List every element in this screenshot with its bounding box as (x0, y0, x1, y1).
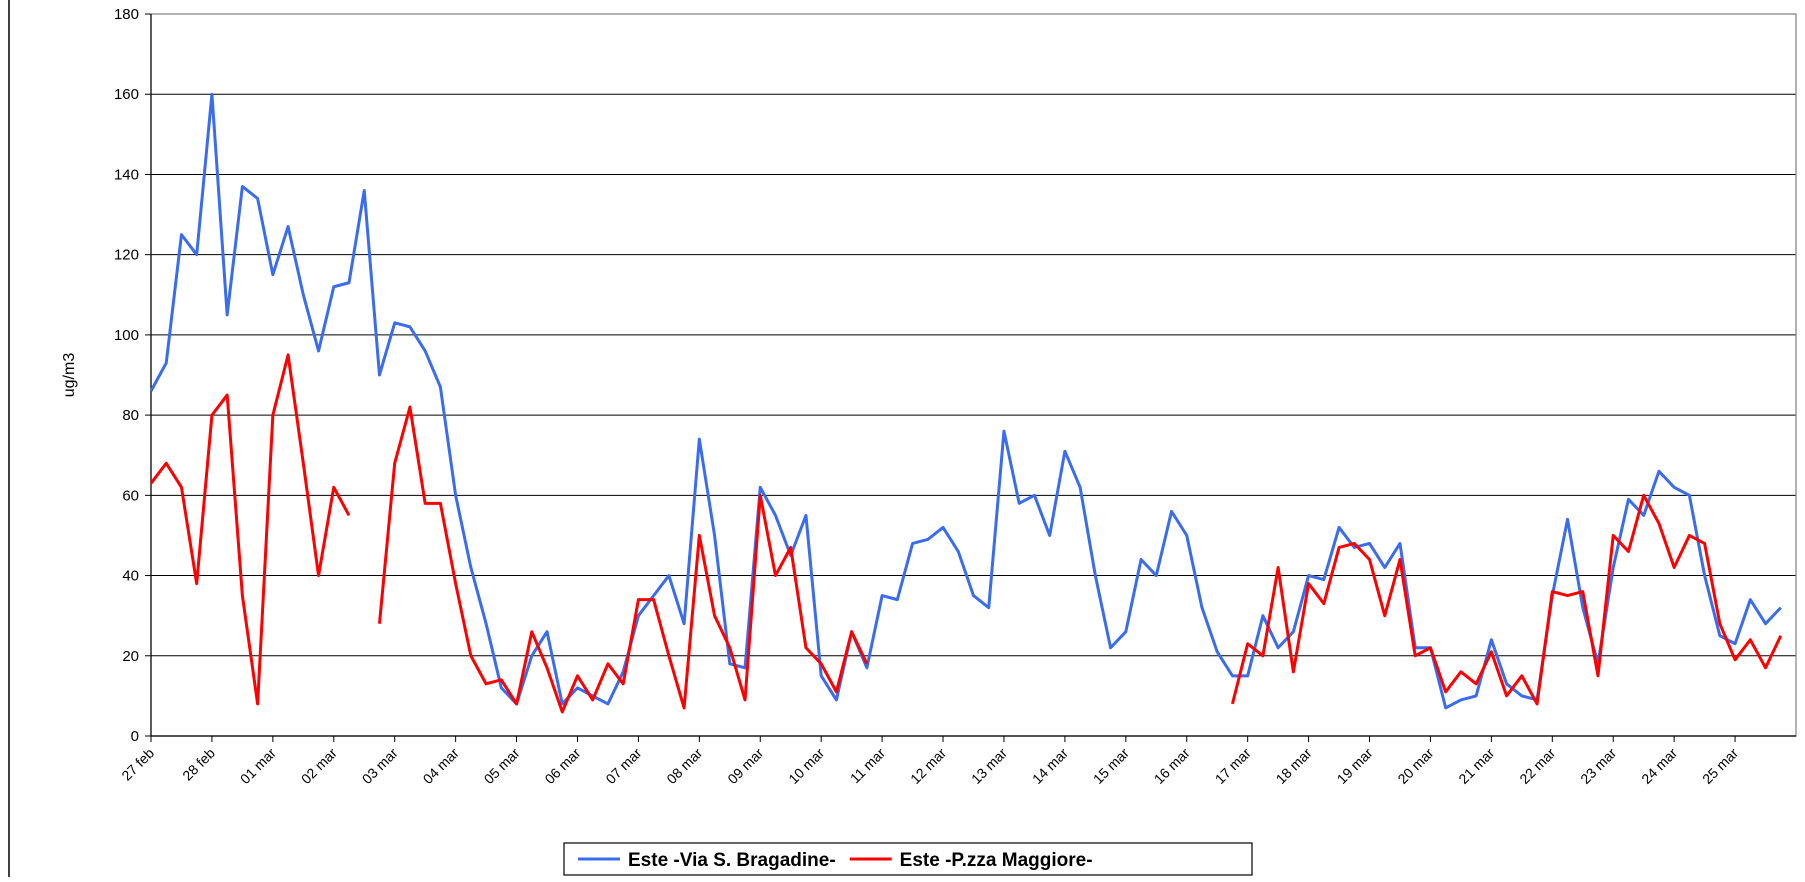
x-tick-label: 21 mar (1455, 745, 1497, 787)
series-line (149, 353, 351, 706)
x-tick-label: 28 feb (179, 745, 218, 784)
y-tick-label: 60 (122, 487, 139, 504)
x-tick-label: 09 mar (724, 745, 766, 787)
plot-frame (150, 13, 1797, 737)
y-tick-label: 0 (131, 728, 139, 745)
x-tick-label: 02 mar (298, 745, 340, 787)
legend: Este -Via S. Bragadine- Este -P.zza Maggi… (563, 842, 1253, 876)
y-tick-label: 180 (114, 6, 139, 23)
series-line (377, 405, 869, 714)
x-tick-label: 04 mar (420, 745, 462, 787)
x-tick-label: 11 mar (847, 745, 889, 787)
y-axis-title: ug/m3 (61, 353, 78, 398)
x-tick-label: 13 mar (968, 745, 1010, 787)
x-tick-label: 07 mar (602, 745, 644, 787)
y-tick-label: 140 (114, 166, 139, 183)
x-tick-label: 18 mar (1273, 745, 1315, 787)
x-tick-label: 27 feb (118, 745, 157, 784)
y-tick-label: 120 (114, 247, 139, 264)
legend-box (563, 842, 1253, 876)
y-tick-label: 20 (122, 648, 139, 665)
x-tick-label: 22 mar (1516, 745, 1558, 787)
y-tick-label: 160 (114, 86, 139, 103)
x-tick-label: 05 mar (481, 745, 523, 787)
x-tick-label: 14 mar (1029, 745, 1071, 787)
x-tick-label: 17 mar (1212, 745, 1254, 787)
x-tick-label: 23 mar (1577, 745, 1619, 787)
legend-label: Este -Via S. Bragadine- (628, 850, 836, 871)
y-tick-label: 80 (122, 407, 139, 424)
series-line (149, 92, 1782, 710)
x-tick-label: 06 mar (541, 745, 583, 787)
x-tick-label: 15 mar (1090, 745, 1132, 787)
x-tick-label: 16 mar (1151, 745, 1193, 787)
x-tick-label: 25 mar (1699, 745, 1741, 787)
y-tick-label: 100 (114, 327, 139, 344)
x-tick-label: 03 mar (359, 745, 401, 787)
x-tick-label: 12 mar (907, 745, 949, 787)
x-tick-label: 24 mar (1638, 745, 1680, 787)
x-tick-label: 08 mar (663, 745, 705, 787)
series-line (1230, 493, 1783, 706)
y-tick-label: 40 (122, 568, 139, 585)
x-tick-label: 20 mar (1394, 745, 1436, 787)
x-tick-label: 19 mar (1334, 745, 1376, 787)
legend-label: Este -P.zza Maggiore- (900, 850, 1093, 871)
x-tick-label: 01 mar (237, 745, 279, 787)
x-tick-label: 10 mar (785, 745, 827, 787)
